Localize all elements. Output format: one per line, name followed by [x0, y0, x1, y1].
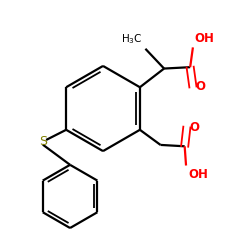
Text: OH: OH — [188, 168, 208, 181]
Text: O: O — [189, 120, 199, 134]
Text: H$_3$C: H$_3$C — [121, 32, 143, 46]
Text: O: O — [195, 80, 205, 94]
Text: OH: OH — [194, 32, 214, 45]
Text: S: S — [39, 135, 47, 148]
